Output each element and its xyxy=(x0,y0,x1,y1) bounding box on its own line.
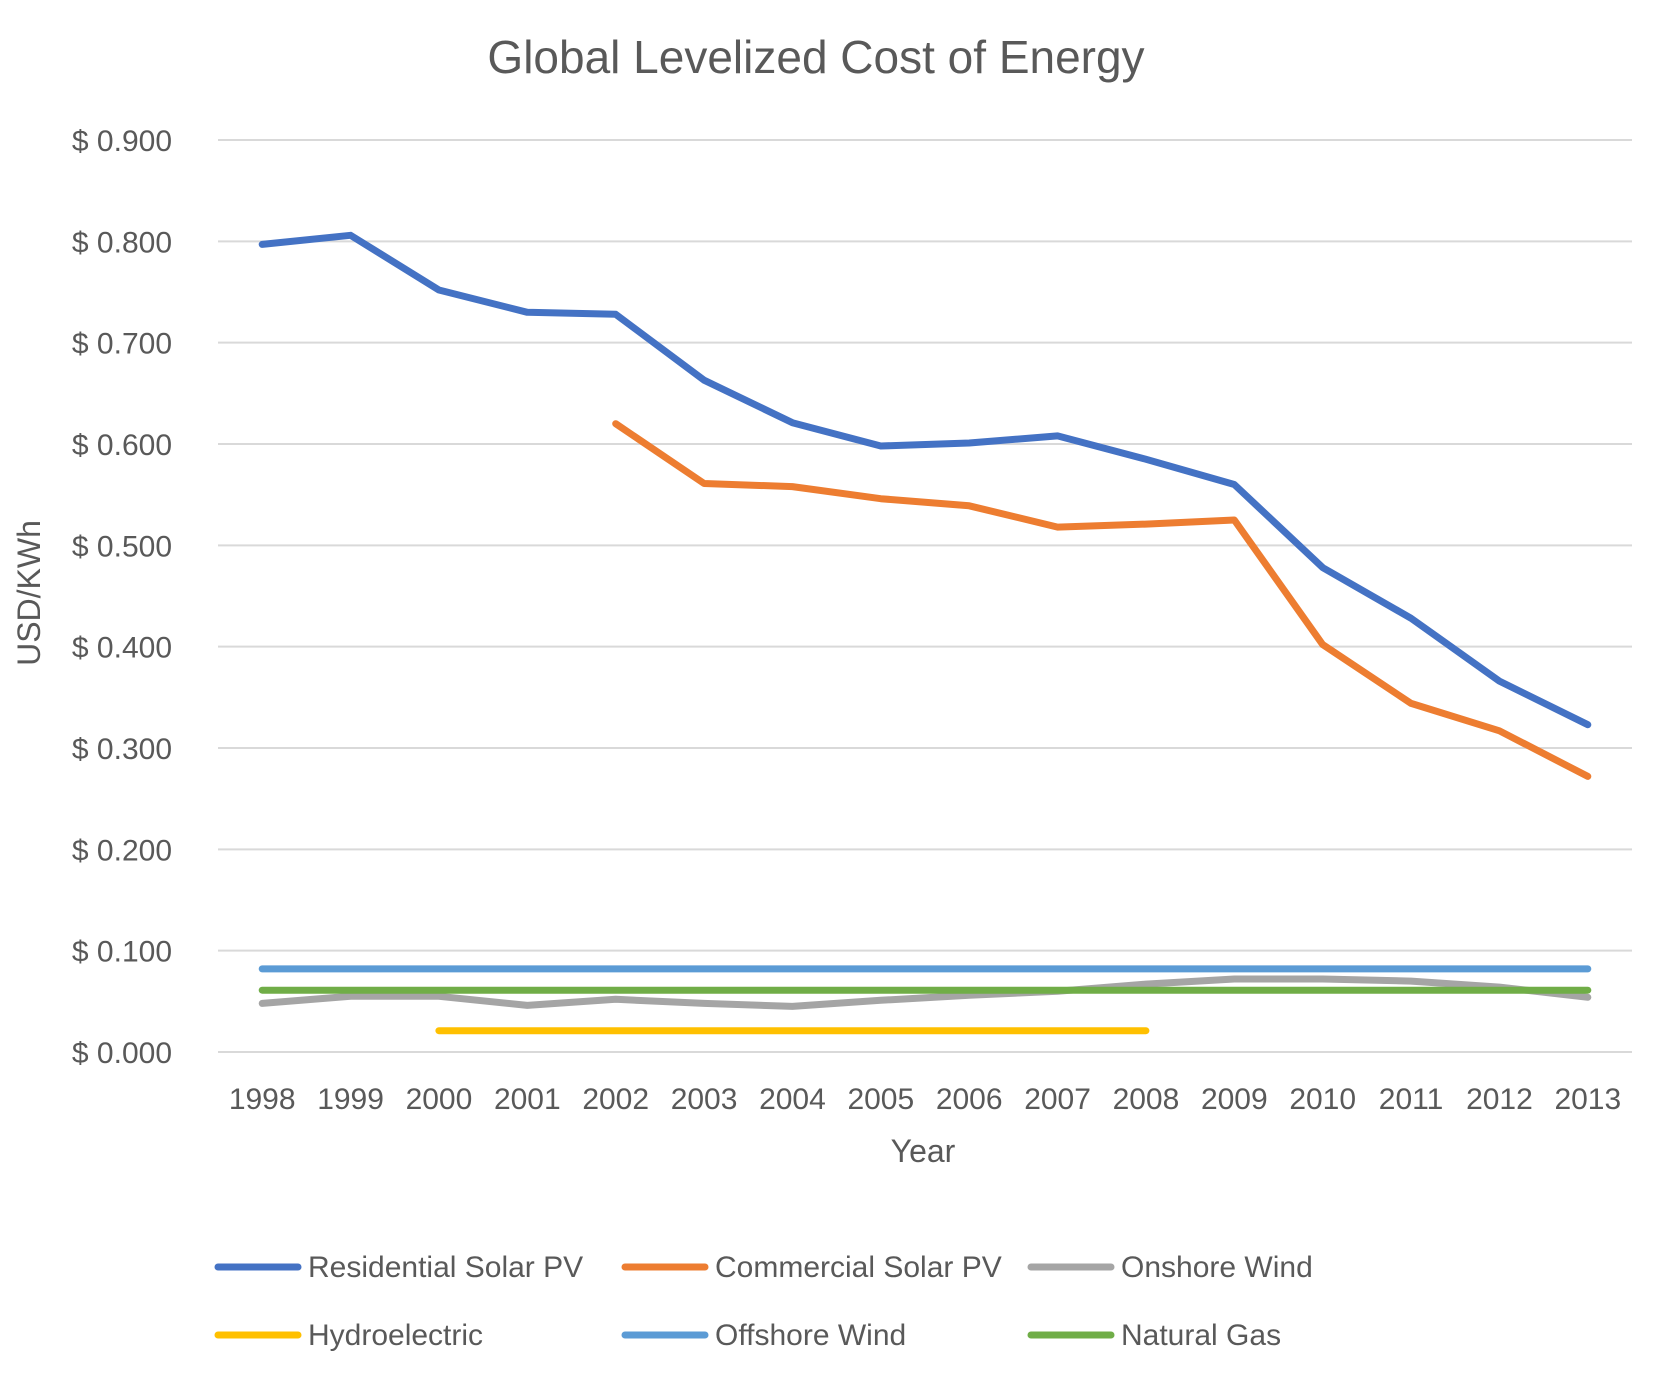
series-line xyxy=(258,975,1592,1010)
y-tick-label: $ 0.500 xyxy=(72,530,172,563)
x-tick-label: 2000 xyxy=(406,1083,473,1116)
x-tick-label: 2005 xyxy=(847,1083,914,1116)
x-tick-label: 2003 xyxy=(671,1083,738,1116)
y-tick-label: $ 0.000 xyxy=(72,1037,172,1070)
series-1 xyxy=(612,420,1592,780)
chart-title: Global Levelized Cost of Energy xyxy=(487,31,1144,83)
x-tick-label: 2007 xyxy=(1024,1083,1091,1116)
y-tick-label: $ 0.800 xyxy=(72,226,172,259)
legend-item: Onshore Wind xyxy=(1027,1251,1313,1284)
series-line xyxy=(258,231,1592,729)
y-axis-title: USD/KWh xyxy=(11,520,47,666)
legend-item: Offshore Wind xyxy=(621,1319,906,1352)
x-tick-label: 2011 xyxy=(1379,1083,1444,1116)
x-tick-label: 2002 xyxy=(582,1083,649,1116)
gridlines xyxy=(218,139,1632,1053)
legend: Residential Solar PV Commercial Solar PV O… xyxy=(214,1251,1313,1352)
legend-item: Natural Gas xyxy=(1027,1319,1281,1352)
legend-label: Onshore Wind xyxy=(1121,1251,1313,1284)
legend-label: Hydroelectric xyxy=(308,1319,483,1352)
y-tick-label: $ 0.600 xyxy=(72,429,172,462)
series-lines xyxy=(258,231,1592,1035)
x-axis-ticks: 1998 1999 2000 2001 2002 2003 2004 2005 2006 2007… xyxy=(229,1083,1621,1116)
x-tick-label: 2004 xyxy=(759,1083,826,1116)
series-line xyxy=(612,420,1592,780)
x-tick-label: 2006 xyxy=(936,1083,1003,1116)
y-tick-label: $ 0.300 xyxy=(72,733,172,766)
x-tick-label: 2009 xyxy=(1201,1083,1268,1116)
legend-item: Hydroelectric xyxy=(214,1319,483,1352)
x-tick-label: 2010 xyxy=(1289,1083,1356,1116)
x-tick-label: 2008 xyxy=(1113,1083,1180,1116)
legend-item: Commercial Solar PV xyxy=(621,1251,1002,1284)
y-tick-label: $ 0.900 xyxy=(72,125,172,158)
y-tick-label: $ 0.200 xyxy=(72,834,172,867)
legend-label: Residential Solar PV xyxy=(308,1251,583,1284)
legend-label: Commercial Solar PV xyxy=(715,1251,1002,1284)
series-2 xyxy=(258,975,1592,1010)
x-tick-label: 2013 xyxy=(1554,1083,1621,1116)
y-tick-label: $ 0.100 xyxy=(72,936,172,969)
y-tick-label: $ 0.400 xyxy=(72,632,172,665)
x-tick-label: 1998 xyxy=(229,1083,296,1116)
x-tick-label: 2012 xyxy=(1466,1083,1533,1116)
series-0 xyxy=(258,231,1592,729)
y-tick-label: $ 0.700 xyxy=(72,328,172,361)
legend-label: Offshore Wind xyxy=(715,1319,906,1352)
legend-label: Natural Gas xyxy=(1121,1319,1281,1352)
x-tick-label: 2001 xyxy=(494,1083,561,1116)
legend-item: Residential Solar PV xyxy=(214,1251,583,1284)
x-axis-title: Year xyxy=(891,1133,956,1169)
x-tick-label: 1999 xyxy=(317,1083,384,1116)
y-axis-ticks: $ 0.000 $ 0.100 $ 0.200 $ 0.300 $ 0.400 $ 0.5… xyxy=(72,125,172,1070)
